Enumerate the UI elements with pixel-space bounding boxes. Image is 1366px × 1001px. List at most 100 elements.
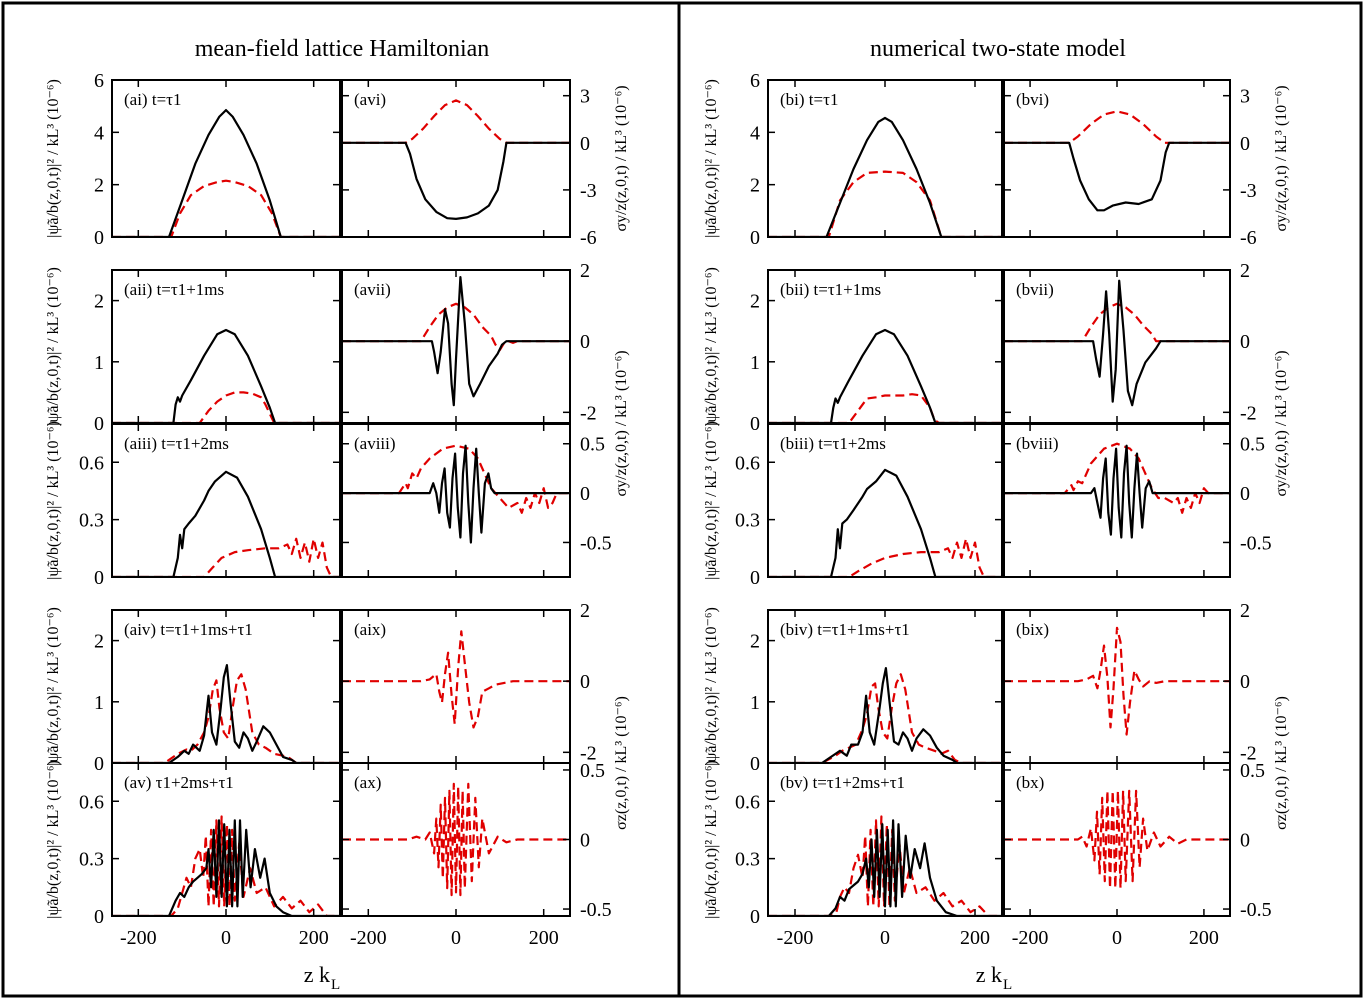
- y-axis-label: |ψ̃a/b(z,0,t)|² / kL³ (10⁻⁶): [45, 760, 62, 919]
- y-axis-label: |ψ̃a/b(z,0,t)|² / kL³ (10⁻⁶): [703, 79, 720, 238]
- y-tick-label: 2: [94, 631, 104, 653]
- dashed-series-line: [1004, 302, 1230, 343]
- y-tick-label: 3: [580, 86, 590, 108]
- y-tick-label: 0: [1240, 331, 1250, 353]
- panel-a3-right-series: [342, 630, 570, 729]
- panel-label: (biii) t=τ1+2ms: [780, 434, 886, 453]
- panel-a1-left-series: [112, 328, 340, 423]
- panel-label: (aix): [354, 620, 386, 639]
- panel-a1-right-series: [342, 276, 570, 407]
- x-axis-label-main: z k: [976, 962, 1002, 987]
- y-tick-label: 0: [580, 671, 590, 693]
- y-tick-label: 2: [580, 600, 590, 622]
- dashed-series-line: [342, 630, 570, 729]
- y-tick-label: 0: [580, 133, 590, 155]
- y-tick-label: 0.5: [580, 434, 605, 456]
- panel-label: (biv) t=τ1+1ms+τ1: [780, 620, 910, 639]
- panel-b4-left-series: [768, 815, 1002, 916]
- panel-b3-right-series: [1004, 626, 1230, 736]
- y-tick-label: -0.5: [1240, 532, 1272, 554]
- y-tick-label: 0: [750, 413, 760, 435]
- y-tick-label: 1: [94, 352, 104, 374]
- solid-series-line: [112, 819, 340, 916]
- panel-a4-right-series: [342, 782, 570, 897]
- y-tick-label: 0: [580, 331, 590, 353]
- x-axis-label-subscript: L: [1003, 977, 1012, 993]
- y-tick-label: 0: [580, 830, 590, 852]
- panel-b1-left-series: [768, 328, 1002, 423]
- dashed-series-line: [112, 815, 340, 916]
- x-axis-label-subscript: L: [331, 977, 340, 993]
- x-axis-label-main: z k: [304, 962, 330, 987]
- y-axis-label: σy/z(z,0,t) / kL³ (10⁻⁶): [613, 85, 630, 231]
- y-tick-label: 0: [94, 567, 104, 589]
- y-tick-label: 4: [750, 122, 760, 144]
- y-tick-label: 1: [750, 352, 760, 374]
- panel-label: (bii) t=τ1+1ms: [780, 280, 881, 299]
- y-tick-label: 2: [580, 260, 590, 282]
- y-axis-label: |ψ̃a/b(z,0,t)|² / kL³ (10⁻⁶): [703, 421, 720, 580]
- dashed-series-line: [1004, 626, 1230, 736]
- y-axis-label: |ψ̃a/b(z,0,t)|² / kL³ (10⁻⁶): [703, 760, 720, 919]
- x-tick-label: -200: [120, 927, 157, 949]
- solid-series-line: [342, 141, 570, 220]
- solid-series-line: [1004, 444, 1230, 539]
- y-tick-label: -2: [1240, 402, 1257, 424]
- panel-label: (ai) t=τ1: [124, 90, 181, 109]
- section-title-a: mean-field lattice Hamiltonian: [195, 36, 490, 62]
- y-tick-label: 0: [94, 753, 104, 775]
- solid-series-line: [768, 819, 1002, 916]
- section-title-b: numerical two-state model: [870, 36, 1126, 62]
- y-tick-label: -2: [580, 402, 597, 424]
- panel-label: (av) τ1+2ms+τ1: [124, 773, 234, 792]
- y-tick-label: 2: [750, 631, 760, 653]
- dashed-series-line: [768, 170, 1002, 237]
- dashed-series-line: [1004, 110, 1230, 144]
- y-axis-label: σy/z(z,0,t) / kL³ (10⁻⁶): [1273, 350, 1290, 496]
- y-tick-label: 0.5: [580, 760, 605, 782]
- panel-label: (ax): [354, 773, 381, 792]
- panel-a3-left-series: [112, 664, 340, 763]
- y-tick-label: -2: [580, 742, 597, 764]
- y-tick-label: 0.6: [735, 452, 760, 474]
- y-tick-label: 0.3: [735, 849, 760, 871]
- x-tick-label: 200: [960, 927, 990, 949]
- y-tick-label: 0: [1240, 671, 1250, 693]
- y-tick-label: 0: [580, 483, 590, 505]
- y-tick-label: 1: [94, 692, 104, 714]
- solid-series-line: [112, 470, 340, 577]
- panel-label: (bi) t=τ1: [780, 90, 838, 109]
- y-axis-label: |ψ̃a/b(z,0,t)|² / kL³ (10⁻⁶): [45, 421, 62, 580]
- solid-series-line: [1004, 279, 1230, 407]
- panel-a4-left-series: [112, 815, 340, 916]
- y-axis-label: |ψ̃a/b(z,0,t)|² / kL³ (10⁻⁶): [45, 607, 62, 766]
- dashed-series-line: [112, 179, 340, 237]
- panel-label: (bix): [1016, 620, 1049, 639]
- y-axis-label: σz(z,0,t) / kL³ (10⁻⁶): [1273, 696, 1290, 830]
- panel-b1-right-series: [1004, 279, 1230, 407]
- y-tick-label: 0: [1240, 133, 1250, 155]
- y-tick-label: 2: [1240, 260, 1250, 282]
- y-tick-label: 6: [94, 70, 104, 92]
- x-tick-label: -200: [350, 927, 387, 949]
- y-tick-label: 0: [1240, 483, 1250, 505]
- x-axis-label-a: z k L: [304, 962, 340, 993]
- dashed-series-line: [112, 673, 340, 763]
- y-tick-label: -0.5: [580, 899, 612, 921]
- dashed-series-line: [1004, 789, 1230, 890]
- x-tick-label: -200: [777, 927, 814, 949]
- y-tick-label: 0: [750, 906, 760, 928]
- y-axis-label: σy/z(z,0,t) / kL³ (10⁻⁶): [613, 350, 630, 496]
- y-tick-label: 0: [750, 753, 760, 775]
- y-tick-label: 0.5: [1240, 434, 1265, 456]
- y-tick-label: 0.6: [735, 791, 760, 813]
- solid-series-line: [768, 116, 1002, 237]
- y-tick-label: 1: [750, 692, 760, 714]
- y-tick-label: 0: [94, 906, 104, 928]
- y-tick-label: -0.5: [1240, 899, 1272, 921]
- y-tick-label: -3: [1240, 180, 1257, 202]
- x-tick-label: 0: [1112, 927, 1122, 949]
- y-axis-label: |ψ̃a/b(z,0,t)|² / kL³ (10⁻⁶): [45, 267, 62, 426]
